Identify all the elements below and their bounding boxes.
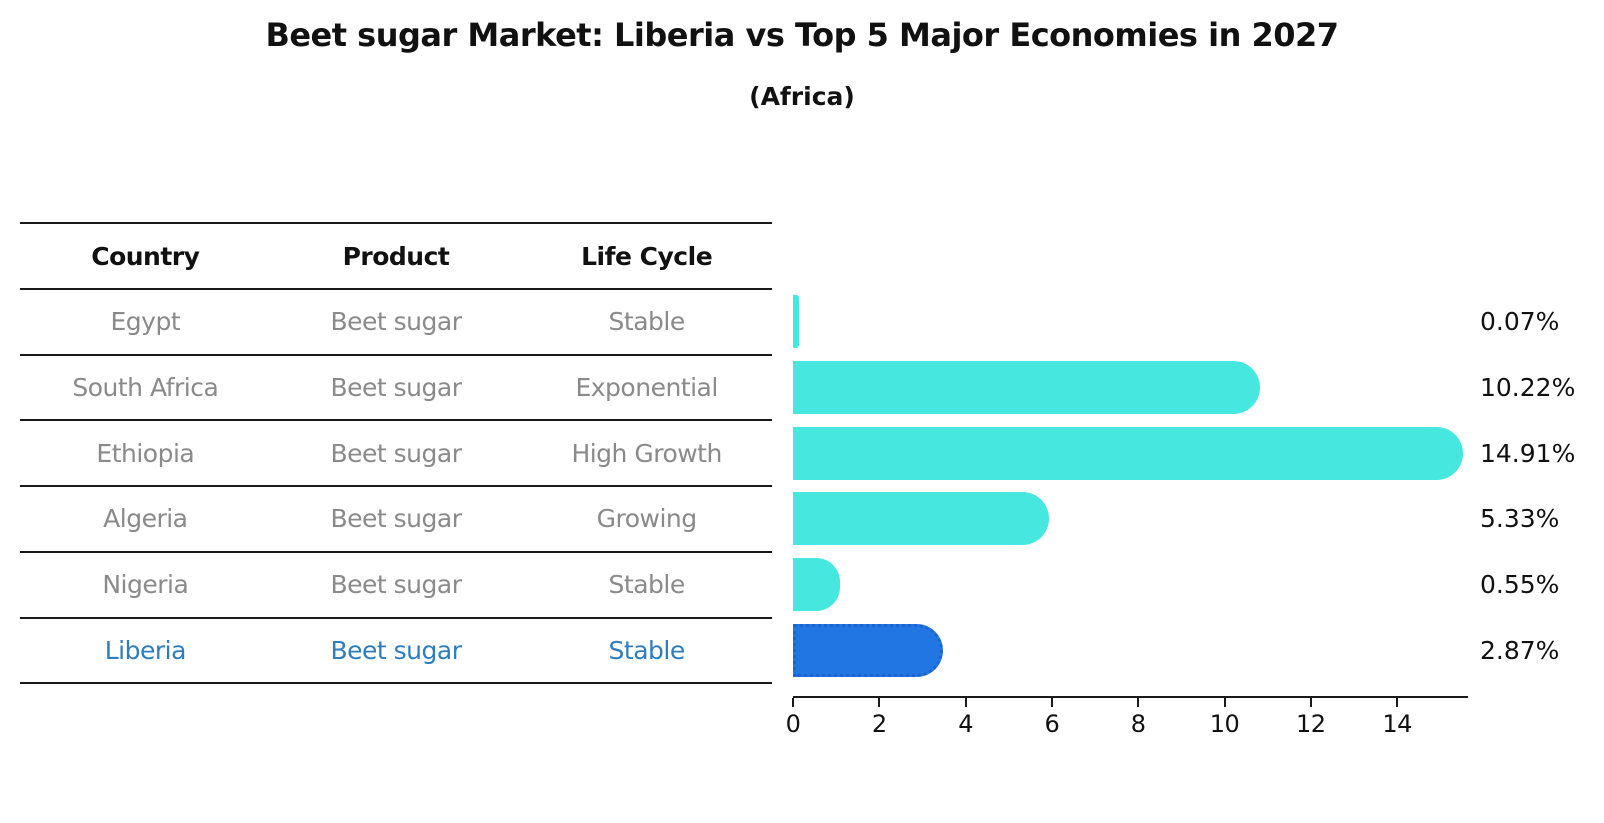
chart-subtitle: (Africa): [749, 82, 855, 111]
cell-product: Beet sugar: [330, 635, 462, 665]
cell-country: Liberia: [104, 635, 187, 665]
x-tick-label-2: 2: [871, 710, 887, 738]
cell-life-cycle: Growing: [596, 504, 698, 534]
table-row-south-africa: South Africa Beet sugar Exponential: [20, 355, 772, 421]
column-header-life-cycle: Life Cycle: [581, 241, 713, 271]
bar-egypt: [793, 295, 800, 349]
column-header-product: Product: [342, 241, 450, 271]
bar-ethiopia: [793, 426, 1463, 480]
table-divider-line: [20, 353, 772, 356]
cell-country: Algeria: [103, 504, 188, 534]
value-label-ethiopia: 14.91%: [1480, 438, 1576, 468]
bar-nigeria: [793, 558, 841, 612]
x-tick-label-0: 0: [785, 710, 801, 738]
cell-life-cycle: Stable: [608, 570, 686, 600]
cell-life-cycle: Exponential: [575, 373, 718, 403]
table-row-egypt: Egypt Beet sugar Stable: [20, 289, 772, 355]
table-row-algeria: Algeria Beet sugar Growing: [20, 486, 772, 552]
x-tick-mark-0: [792, 698, 794, 707]
cell-country: South Africa: [72, 373, 219, 403]
value-label-egypt: 0.07%: [1480, 307, 1560, 337]
table-divider-line: [20, 550, 772, 553]
x-tick-label-14: 14: [1382, 710, 1412, 738]
cell-product: Beet sugar: [330, 307, 462, 337]
table-divider-line: [20, 222, 772, 224]
x-axis-line: [793, 696, 1468, 698]
x-tick-mark-8: [1137, 698, 1140, 707]
x-tick-mark-6: [1050, 698, 1053, 707]
cell-country: Egypt: [110, 307, 181, 337]
cell-product: Beet sugar: [330, 373, 462, 403]
cell-product: Beet sugar: [330, 504, 462, 534]
x-tick-label-12: 12: [1296, 710, 1326, 738]
cell-product: Beet sugar: [330, 570, 462, 600]
table-row-nigeria: Nigeria Beet sugar Stable: [20, 552, 772, 618]
table-row-ethiopia: Ethiopia Beet sugar High Growth: [20, 420, 772, 486]
bar-algeria: [793, 492, 1050, 546]
value-label-south-africa: 10.22%: [1480, 373, 1576, 403]
value-label-liberia: 2.87%: [1480, 635, 1560, 665]
table-divider-line: [20, 288, 772, 290]
table-divider-line: [20, 485, 772, 488]
x-tick-mark-12: [1309, 698, 1312, 707]
table-divider-line: [20, 419, 772, 422]
x-tick-label-10: 10: [1209, 710, 1240, 738]
bar-liberia: [793, 623, 944, 677]
table-divider-line: [20, 682, 772, 685]
bar-south-africa: [793, 361, 1261, 415]
cell-country: Ethiopia: [96, 438, 195, 468]
x-tick-label-6: 6: [1044, 710, 1060, 738]
x-tick-mark-14: [1396, 698, 1399, 707]
table-header-row: Country Product Life Cycle: [20, 223, 772, 289]
x-tick-mark-10: [1223, 698, 1226, 707]
x-tick-label-4: 4: [958, 710, 973, 738]
cell-product: Beet sugar: [330, 438, 462, 468]
value-label-algeria: 5.33%: [1480, 504, 1560, 534]
x-tick-mark-2: [878, 698, 881, 707]
chart-title: Beet sugar Market: Liberia vs Top 5 Majo…: [265, 16, 1339, 54]
cell-life-cycle: Stable: [608, 307, 686, 337]
table-row-liberia: Liberia Beet sugar Stable: [20, 618, 772, 684]
cell-life-cycle: Stable: [608, 635, 686, 665]
cell-life-cycle: High Growth: [571, 438, 722, 468]
table-divider-line: [20, 616, 772, 619]
x-tick-mark-4: [964, 698, 967, 707]
value-label-nigeria: 0.55%: [1480, 570, 1560, 600]
column-header-country: Country: [91, 241, 200, 271]
cell-country: Nigeria: [102, 570, 189, 600]
x-tick-label-8: 8: [1130, 710, 1146, 738]
